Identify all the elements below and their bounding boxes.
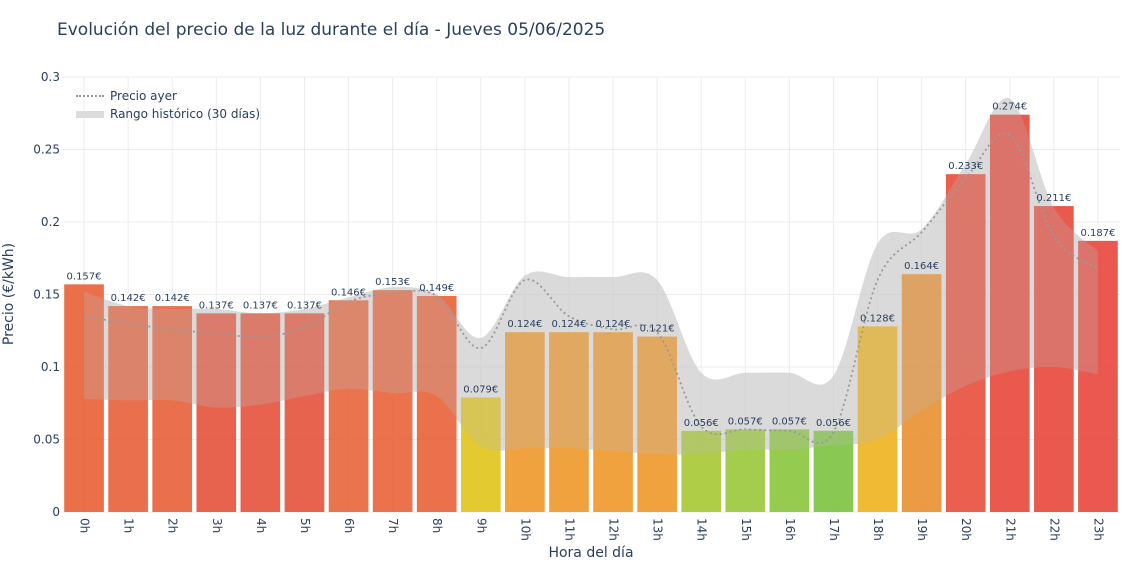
bar-17h — [813, 430, 854, 512]
value-label: 0.274€ — [992, 102, 1027, 113]
value-label: 0.142€ — [155, 293, 190, 304]
x-tick-label: 7h — [386, 518, 400, 533]
dotted-line-swatch — [76, 95, 104, 97]
bar-7h — [372, 290, 413, 512]
x-tick-label: 21h — [1003, 518, 1017, 541]
x-tick-label: 12h — [607, 518, 621, 541]
y-tick-label: 0.15 — [33, 288, 60, 302]
value-label: 0.211€ — [1036, 193, 1071, 204]
yesterday-price-path — [83, 132, 1099, 445]
bar-0h — [64, 284, 104, 512]
x-tick-label: 19h — [915, 518, 929, 541]
x-tick-label: 9h — [474, 518, 488, 533]
bar-23h — [1078, 240, 1118, 512]
legend-item-range[interactable]: Rango histórico (30 días) — [76, 105, 260, 123]
value-label: 0.137€ — [199, 300, 234, 311]
x-tick-label: 4h — [254, 518, 268, 533]
x-tick-label: 8h — [430, 518, 444, 533]
legend-label-range: Rango histórico (30 días) — [110, 107, 261, 121]
bar-21h — [989, 114, 1030, 512]
bar-19h — [901, 274, 942, 512]
bar-1h — [108, 306, 148, 512]
value-label: 0.149€ — [419, 283, 454, 294]
bar-12h — [593, 332, 633, 512]
axes: 0 0.05 0.1 0.15 0.2 0.25 0.3 0h 1h 2h 3h 4h 5h 6h 7h 8h… — [33, 70, 1105, 541]
bar-8h — [416, 295, 457, 512]
x-tick-label: 3h — [210, 518, 224, 533]
bar-4h — [240, 313, 281, 512]
value-label: 0.137€ — [287, 300, 322, 311]
x-tick-label: 15h — [739, 518, 753, 541]
x-tick-label: 20h — [959, 518, 973, 541]
value-label: 0.153€ — [375, 277, 410, 288]
x-tick-label: 10h — [518, 518, 532, 541]
y-tick-label: 0.05 — [33, 433, 60, 447]
y-axis-label: Precio (€/kWh) — [1, 243, 17, 345]
value-label: 0.128€ — [860, 313, 895, 324]
bar-18h — [857, 326, 898, 512]
bar-14h — [681, 430, 722, 512]
x-tick-label: 16h — [783, 518, 797, 541]
x-tick-label: 17h — [827, 518, 841, 541]
y-tick-label: 0.2 — [41, 215, 60, 229]
x-tick-label: 13h — [651, 518, 665, 541]
bar-2h — [152, 306, 193, 512]
x-tick-label: 5h — [298, 518, 312, 533]
bar-3h — [196, 313, 237, 512]
chart-title: Evolución del precio de la luz durante e… — [57, 20, 606, 40]
bar-16h — [769, 429, 810, 512]
value-label: 0.187€ — [1080, 228, 1115, 239]
bar-20h — [945, 174, 986, 512]
bar-15h — [725, 429, 766, 512]
x-tick-label: 6h — [342, 518, 356, 533]
value-label: 0.057€ — [728, 416, 763, 427]
bar-11h — [549, 332, 589, 512]
bar-6h — [328, 300, 369, 512]
value-label: 0.164€ — [904, 261, 939, 272]
value-label: 0.157€ — [67, 271, 102, 282]
x-tick-label: 23h — [1091, 518, 1105, 541]
bar-22h — [1034, 206, 1074, 513]
bar-9h — [460, 397, 501, 512]
x-tick-label: 1h — [122, 518, 136, 533]
value-label: 0.233€ — [948, 161, 983, 172]
yesterday-price-line — [83, 132, 1099, 445]
bars — [64, 98, 1118, 513]
value-label: 0.121€ — [640, 324, 675, 335]
y-tick-label: 0 — [52, 505, 60, 519]
historical-range-overlay — [84, 98, 1098, 455]
x-tick-label: 18h — [871, 518, 885, 541]
x-tick-label: 14h — [695, 518, 709, 541]
bar-13h — [637, 336, 677, 512]
x-axis-label: Hora del día — [548, 545, 633, 561]
x-tick-label: 22h — [1047, 518, 1061, 541]
value-label: 0.056€ — [816, 418, 851, 429]
value-label: 0.056€ — [684, 418, 719, 429]
legend[interactable]: Precio ayer Rango histórico (30 días) — [76, 87, 260, 123]
x-tick-label: 0h — [78, 518, 92, 533]
x-tick-label: 11h — [562, 518, 576, 541]
legend-item-yesterday[interactable]: Precio ayer — [76, 87, 260, 105]
value-label: 0.146€ — [331, 287, 366, 298]
x-tick-label: 2h — [166, 518, 180, 533]
value-labels: 0.157€ 0.142€ 0.142€ 0.137€ 0.137€ 0.137€ 0.14… — [67, 102, 1116, 429]
value-label: 0.124€ — [507, 319, 542, 330]
value-label: 0.079€ — [463, 384, 498, 395]
value-label: 0.137€ — [243, 300, 278, 311]
y-tick-label: 0.25 — [33, 143, 60, 157]
legend-label-yesterday: Precio ayer — [110, 89, 177, 103]
y-tick-label: 0.3 — [41, 70, 60, 84]
bar-10h — [505, 332, 545, 512]
value-label: 0.142€ — [111, 293, 146, 304]
value-label: 0.124€ — [551, 319, 586, 330]
y-tick-label: 0.1 — [41, 360, 60, 374]
bar-5h — [284, 313, 325, 512]
band-swatch — [76, 110, 104, 118]
value-label: 0.124€ — [596, 319, 631, 330]
value-label: 0.057€ — [772, 416, 807, 427]
